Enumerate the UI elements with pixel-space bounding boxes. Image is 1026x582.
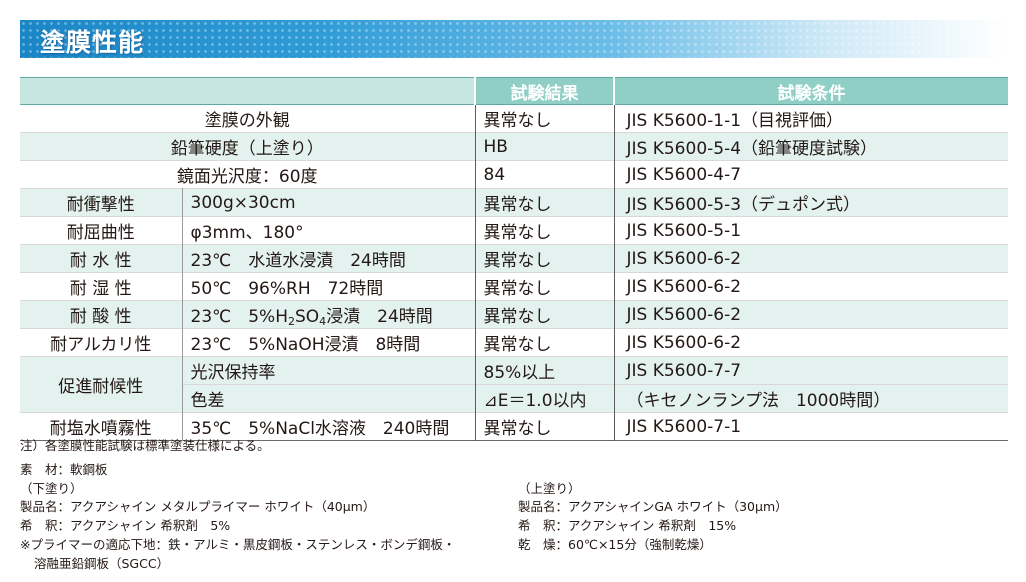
performance-table: 試験結果 試験条件 塗膜の外観 異常なし JIS K5600-1-1（目視評価）… [20, 77, 1008, 441]
row-condition: JIS K5600-5-3（デュポン式） [613, 188, 1008, 217]
row-label: 塗膜の外観 [20, 104, 475, 133]
row-condition: JIS K5600-6-2 [613, 300, 1008, 329]
row-condition: JIS K5600-7-1 [613, 412, 1008, 441]
row-label: 耐 水 性 [20, 244, 182, 273]
row-condition: JIS K5600-5-4（鉛筆硬度試験） [613, 132, 1008, 161]
table-row: 耐塩水噴霧性 35℃ 5%NaCl水溶液 240時間 異常なし JIS K560… [20, 412, 1008, 441]
row-condition: JIS K5600-5-1 [613, 216, 1008, 245]
row-sub-condition: 300g×30cm [181, 188, 475, 217]
header-result: 試験結果 [474, 77, 614, 105]
row-sub-condition: 23℃ 5%NaOH浸漬 8時間 [181, 328, 475, 357]
header-condition: 試験条件 [613, 77, 1008, 105]
sub-part-c: SO [294, 306, 320, 327]
topcoat-heading: （上塗り） [518, 481, 581, 496]
row-label: 耐 酸 性 [20, 300, 182, 329]
row-sub-condition: 23℃ 水道水浸漬 24時間 [181, 244, 475, 273]
row-label: 促進耐候性 [20, 356, 182, 413]
row-label: 鉛筆硬度（上塗り） [20, 132, 475, 161]
table-row: 耐 湿 性 50℃ 96%RH 72時間 異常なし JIS K5600-6-2 [20, 272, 1008, 301]
table-row: 鉛筆硬度（上塗り） HB JIS K5600-5-4（鉛筆硬度試験） [20, 132, 1008, 161]
topcoat-product: 製品名：アクアシャインGA ホワイト（30μm） [518, 499, 788, 514]
row-result: 異常なし [474, 104, 614, 133]
topcoat-thinner: 希 釈：アクアシャイン 希釈剤 15% [518, 518, 737, 533]
row-label: 耐塩水噴霧性 [20, 412, 182, 441]
row-result: 異常なし [474, 216, 614, 245]
row-result: 異常なし [474, 272, 614, 301]
row-condition: JIS K5600-1-1（目視評価） [613, 104, 1008, 133]
undercoat-thinner: 希 釈：アクアシャイン 希釈剤 5% [20, 518, 231, 533]
row-condition: JIS K5600-6-2 [613, 244, 1008, 273]
table-row: 耐アルカリ性 23℃ 5%NaOH浸漬 8時間 異常なし JIS K5600-6… [20, 328, 1008, 357]
row-sub-condition: φ3mm、180° [181, 216, 475, 245]
row-label: 耐アルカリ性 [20, 328, 182, 357]
row-result: 85%以上 [474, 356, 614, 385]
sub-part-a: 23℃ 5%H [190, 306, 288, 327]
row-sub-condition: 光沢保持率 [181, 356, 475, 385]
row-label: 耐衝撃性 [20, 188, 182, 217]
footnote: 注）各塗膜性能試験は標準塗装仕様による。 [20, 438, 270, 453]
row-result: 異常なし [474, 188, 614, 217]
sub-subscript-4: 4 [319, 314, 327, 328]
row-result: 異常なし [474, 300, 614, 329]
undercoat-heading: （下塗り） [20, 481, 83, 496]
row-sub-condition: 50℃ 96%RH 72時間 [181, 272, 475, 301]
row-condition: （キセノンランプ法 1000時間） [613, 384, 1008, 413]
table-row: 耐 酸 性 23℃ 5%H2SO4浸漬 24時間 異常なし JIS K5600-… [20, 300, 1008, 329]
row-result: HB [474, 132, 614, 161]
primer-substrate-line1: ※プライマーの適応下地：鉄・アルミ・黒皮鋼板・ステンレス・ボンデ鋼板・ [20, 537, 456, 552]
row-condition: JIS K5600-6-2 [613, 272, 1008, 301]
table-row: 塗膜の外観 異常なし JIS K5600-1-1（目視評価） [20, 104, 1008, 133]
row-sub-condition: 23℃ 5%H2SO4浸漬 24時間 [181, 300, 475, 329]
row-label: 鏡面光沢度：60度 [20, 160, 475, 189]
row-result: 異常なし [474, 412, 614, 441]
row-condition: JIS K5600-7-7 [613, 356, 1008, 385]
row-label: 耐 湿 性 [20, 272, 182, 301]
row-result: 異常なし [474, 244, 614, 273]
table-row: 耐屈曲性 φ3mm、180° 異常なし JIS K5600-5-1 [20, 216, 1008, 245]
table-row: 耐衝撃性 300g×30cm 異常なし JIS K5600-5-3（デュポン式） [20, 188, 1008, 217]
row-condition: JIS K5600-6-2 [613, 328, 1008, 357]
sub-subscript-2: 2 [287, 314, 295, 328]
table-row: 色差 ⊿E＝1.0以内 （キセノンランプ法 1000時間） [20, 384, 1008, 413]
row-result: ⊿E＝1.0以内 [474, 384, 614, 413]
row-sub-condition: 色差 [181, 384, 475, 413]
primer-substrate-line2: 溶融亜鉛鋼板（SGCC） [34, 556, 170, 571]
table-row: 耐 水 性 23℃ 水道水浸漬 24時間 異常なし JIS K5600-6-2 [20, 244, 1008, 273]
row-label: 耐屈曲性 [20, 216, 182, 245]
header-blank [20, 77, 475, 105]
row-result: 異常なし [474, 328, 614, 357]
section-title: 塗膜性能 [40, 28, 145, 57]
banner-pattern [20, 20, 1006, 58]
table-row: 促進耐候性 光沢保持率 85%以上 JIS K5600-7-7 [20, 356, 1008, 413]
undercoat-product: 製品名：アクアシャイン メタルプライマー ホワイト（40μm） [20, 499, 376, 514]
sub-part-e: 浸漬 24時間 [326, 306, 433, 327]
table-row: 鏡面光沢度：60度 84 JIS K5600-4-7 [20, 160, 1008, 189]
material-note: 素 材：軟鋼板 [20, 462, 108, 477]
row-condition: JIS K5600-4-7 [613, 160, 1008, 189]
table-header-row: 試験結果 試験条件 [20, 77, 1008, 105]
section-banner: 塗膜性能 [20, 20, 1006, 58]
row-result: 84 [474, 160, 614, 189]
topcoat-drying: 乾 燥：60℃×15分（強制乾燥） [518, 537, 712, 552]
row-sub-condition: 35℃ 5%NaCl水溶液 240時間 [181, 412, 475, 441]
